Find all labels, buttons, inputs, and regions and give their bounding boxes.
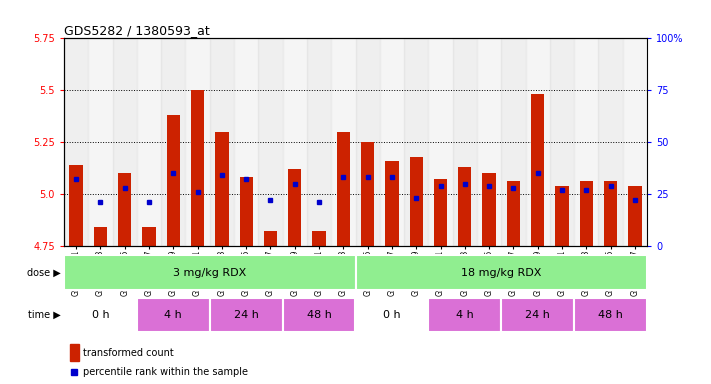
Bar — [404, 38, 428, 246]
Bar — [258, 38, 282, 246]
Bar — [525, 38, 550, 246]
Text: 24 h: 24 h — [525, 310, 550, 320]
Text: 4 h: 4 h — [456, 310, 474, 320]
Bar — [337, 132, 350, 246]
Bar — [361, 142, 374, 246]
Bar — [112, 38, 137, 246]
Bar — [483, 173, 496, 246]
Bar — [64, 298, 137, 332]
Bar — [356, 298, 428, 332]
Bar — [307, 38, 331, 246]
Text: 4 h: 4 h — [164, 310, 182, 320]
Bar — [312, 231, 326, 246]
Bar — [137, 38, 161, 246]
Bar — [215, 132, 228, 246]
Bar — [331, 38, 356, 246]
Bar — [186, 38, 210, 246]
Text: 48 h: 48 h — [306, 310, 331, 320]
Bar — [453, 38, 477, 246]
Bar — [210, 38, 234, 246]
Bar — [629, 185, 641, 246]
Bar — [234, 38, 258, 246]
Bar — [477, 38, 501, 246]
Bar — [579, 182, 593, 246]
Text: time ▶: time ▶ — [28, 310, 60, 320]
Bar — [288, 169, 301, 246]
Bar — [599, 38, 623, 246]
Bar — [501, 38, 525, 246]
Text: 0 h: 0 h — [92, 310, 109, 320]
Bar — [282, 38, 307, 246]
Bar — [210, 298, 282, 332]
Bar — [88, 38, 112, 246]
Bar — [555, 185, 569, 246]
Bar — [428, 38, 453, 246]
Bar — [70, 165, 82, 246]
Text: percentile rank within the sample: percentile rank within the sample — [82, 367, 247, 377]
Bar — [70, 344, 78, 361]
Bar — [385, 161, 399, 246]
Bar — [64, 38, 88, 246]
Bar — [434, 179, 447, 246]
Bar — [356, 255, 647, 290]
Bar — [458, 167, 471, 246]
Text: 48 h: 48 h — [598, 310, 623, 320]
Bar — [282, 298, 356, 332]
Bar — [166, 115, 180, 246]
Bar — [161, 38, 186, 246]
Bar — [410, 157, 423, 246]
Text: 3 mg/kg RDX: 3 mg/kg RDX — [173, 268, 247, 278]
Bar — [604, 182, 617, 246]
Bar — [574, 298, 647, 332]
Text: GDS5282 / 1380593_at: GDS5282 / 1380593_at — [64, 24, 210, 37]
Bar — [356, 38, 380, 246]
Bar — [623, 38, 647, 246]
Bar — [380, 38, 404, 246]
Text: 0 h: 0 h — [383, 310, 401, 320]
Bar — [428, 298, 501, 332]
Bar — [191, 90, 204, 246]
Bar — [264, 231, 277, 246]
Bar — [142, 227, 156, 246]
Bar — [94, 227, 107, 246]
Bar — [574, 38, 599, 246]
Text: dose ▶: dose ▶ — [27, 268, 60, 278]
Bar — [64, 255, 356, 290]
Bar — [550, 38, 574, 246]
Text: 18 mg/kg RDX: 18 mg/kg RDX — [461, 268, 542, 278]
Bar — [507, 182, 520, 246]
Bar — [240, 177, 253, 246]
Text: 24 h: 24 h — [234, 310, 259, 320]
Bar — [501, 298, 574, 332]
Bar — [118, 173, 132, 246]
Text: transformed count: transformed count — [82, 348, 173, 358]
Bar — [531, 94, 545, 246]
Bar — [137, 298, 210, 332]
